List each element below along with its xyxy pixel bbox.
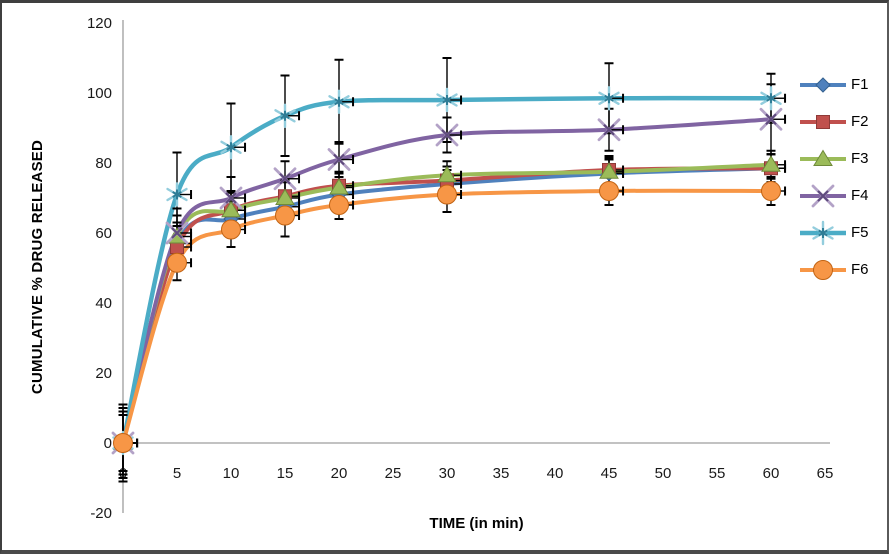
- series-line-f6: [121, 188, 773, 445]
- x-tick-label: 55: [709, 465, 726, 482]
- x-tick-label: 15: [277, 465, 294, 482]
- marker-circle-f6: [599, 181, 619, 201]
- marker-asterisk-f5: [436, 87, 458, 113]
- marker-x-f4: [435, 123, 459, 147]
- legend-label: F2: [851, 113, 869, 130]
- marker-triangle-f3: [437, 165, 457, 183]
- y-tick-label: 20: [95, 365, 112, 382]
- marker-asterisk-f5: [274, 103, 296, 128]
- x-tick-label: 5: [173, 465, 181, 482]
- marker-triangle-f3: [329, 178, 349, 195]
- marker-asterisk-f5: [328, 89, 350, 114]
- legend-label: F1: [851, 76, 869, 93]
- marker-circle-f6: [437, 184, 457, 205]
- marker-circle-f6: [329, 195, 349, 215]
- x-tick-label: 10: [223, 465, 240, 482]
- marker-circle-f6: [813, 259, 833, 280]
- legend-marker-f6: [800, 259, 846, 280]
- marker-circle-f6: [275, 205, 295, 226]
- y-axis-title: CUMULATIVE % DRUG RELEASED: [29, 139, 46, 395]
- marker-triangle-f3: [275, 188, 295, 205]
- legend: F1 F2 F3 F4 F5 F6: [798, 66, 869, 288]
- legend-marker-f4: [800, 184, 846, 207]
- legend-label: F4: [851, 187, 869, 204]
- dissolution-release-plot: -200204060801001200510152025303540455055…: [87, 15, 834, 522]
- legend-marker-f3: [800, 149, 846, 166]
- marker-circle-f6: [221, 219, 241, 240]
- x-tick-label: 60: [763, 465, 780, 482]
- legend-label: F6: [851, 261, 869, 278]
- legend-item-f2: F2: [798, 103, 869, 140]
- x-tick-label: 40: [547, 465, 564, 482]
- marker-x-f4: [273, 167, 297, 191]
- marker-asterisk-f5: [166, 182, 188, 207]
- marker-triangle-f3: [221, 200, 241, 218]
- legend-marker-f1: [800, 76, 846, 93]
- marker-triangle-f3: [599, 162, 619, 179]
- marker-x-f4: [597, 118, 621, 142]
- y-tick-label: 60: [95, 225, 112, 242]
- marker-asterisk-f5: [812, 220, 834, 245]
- legend-marker-f2: [800, 114, 846, 129]
- marker-x-f4: [219, 186, 243, 210]
- y-tick-label: 100: [87, 85, 112, 102]
- marker-square-f2: [816, 114, 830, 129]
- legend-item-f1: F1: [798, 66, 869, 103]
- legend-label: F3: [851, 150, 869, 167]
- marker-asterisk-f5: [760, 86, 782, 111]
- y-tick-label: 0: [104, 435, 112, 452]
- x-tick-label: 30: [439, 465, 456, 482]
- legend-item-f6: F6: [798, 251, 869, 288]
- marker-x-f4: [165, 221, 189, 245]
- marker-diamond-f1: [815, 76, 831, 93]
- x-tick-label: 20: [331, 465, 348, 482]
- marker-triangle-f3: [813, 149, 833, 166]
- x-tick-label: 35: [493, 465, 510, 482]
- y-tick-label: 40: [95, 295, 112, 312]
- marker-x-f4: [327, 148, 351, 171]
- legend-item-f4: F4: [798, 177, 869, 214]
- x-tick-label: 45: [601, 465, 618, 482]
- marker-triangle-f3: [761, 155, 781, 172]
- marker-circle-f6: [113, 433, 133, 453]
- legend-item-f3: F3: [798, 140, 869, 177]
- legend-marker-f5: [800, 220, 846, 245]
- y-tick-label: 120: [87, 15, 112, 32]
- marker-x-f4: [759, 107, 783, 131]
- x-axis-title: TIME (in min): [429, 515, 524, 532]
- marker-x-f4: [811, 184, 835, 207]
- x-tick-label: 25: [385, 465, 402, 482]
- legend-label: F5: [851, 224, 869, 241]
- marker-circle-f6: [761, 181, 781, 201]
- marker-asterisk-f5: [598, 86, 620, 111]
- marker-circle-f6: [167, 252, 187, 273]
- x-tick-label: 65: [817, 465, 834, 482]
- marker-asterisk-f5: [220, 135, 242, 160]
- x-tick-label: 50: [655, 465, 672, 482]
- legend-item-f5: F5: [798, 214, 869, 251]
- y-tick-label: -20: [90, 505, 112, 522]
- y-tick-label: 80: [95, 155, 112, 172]
